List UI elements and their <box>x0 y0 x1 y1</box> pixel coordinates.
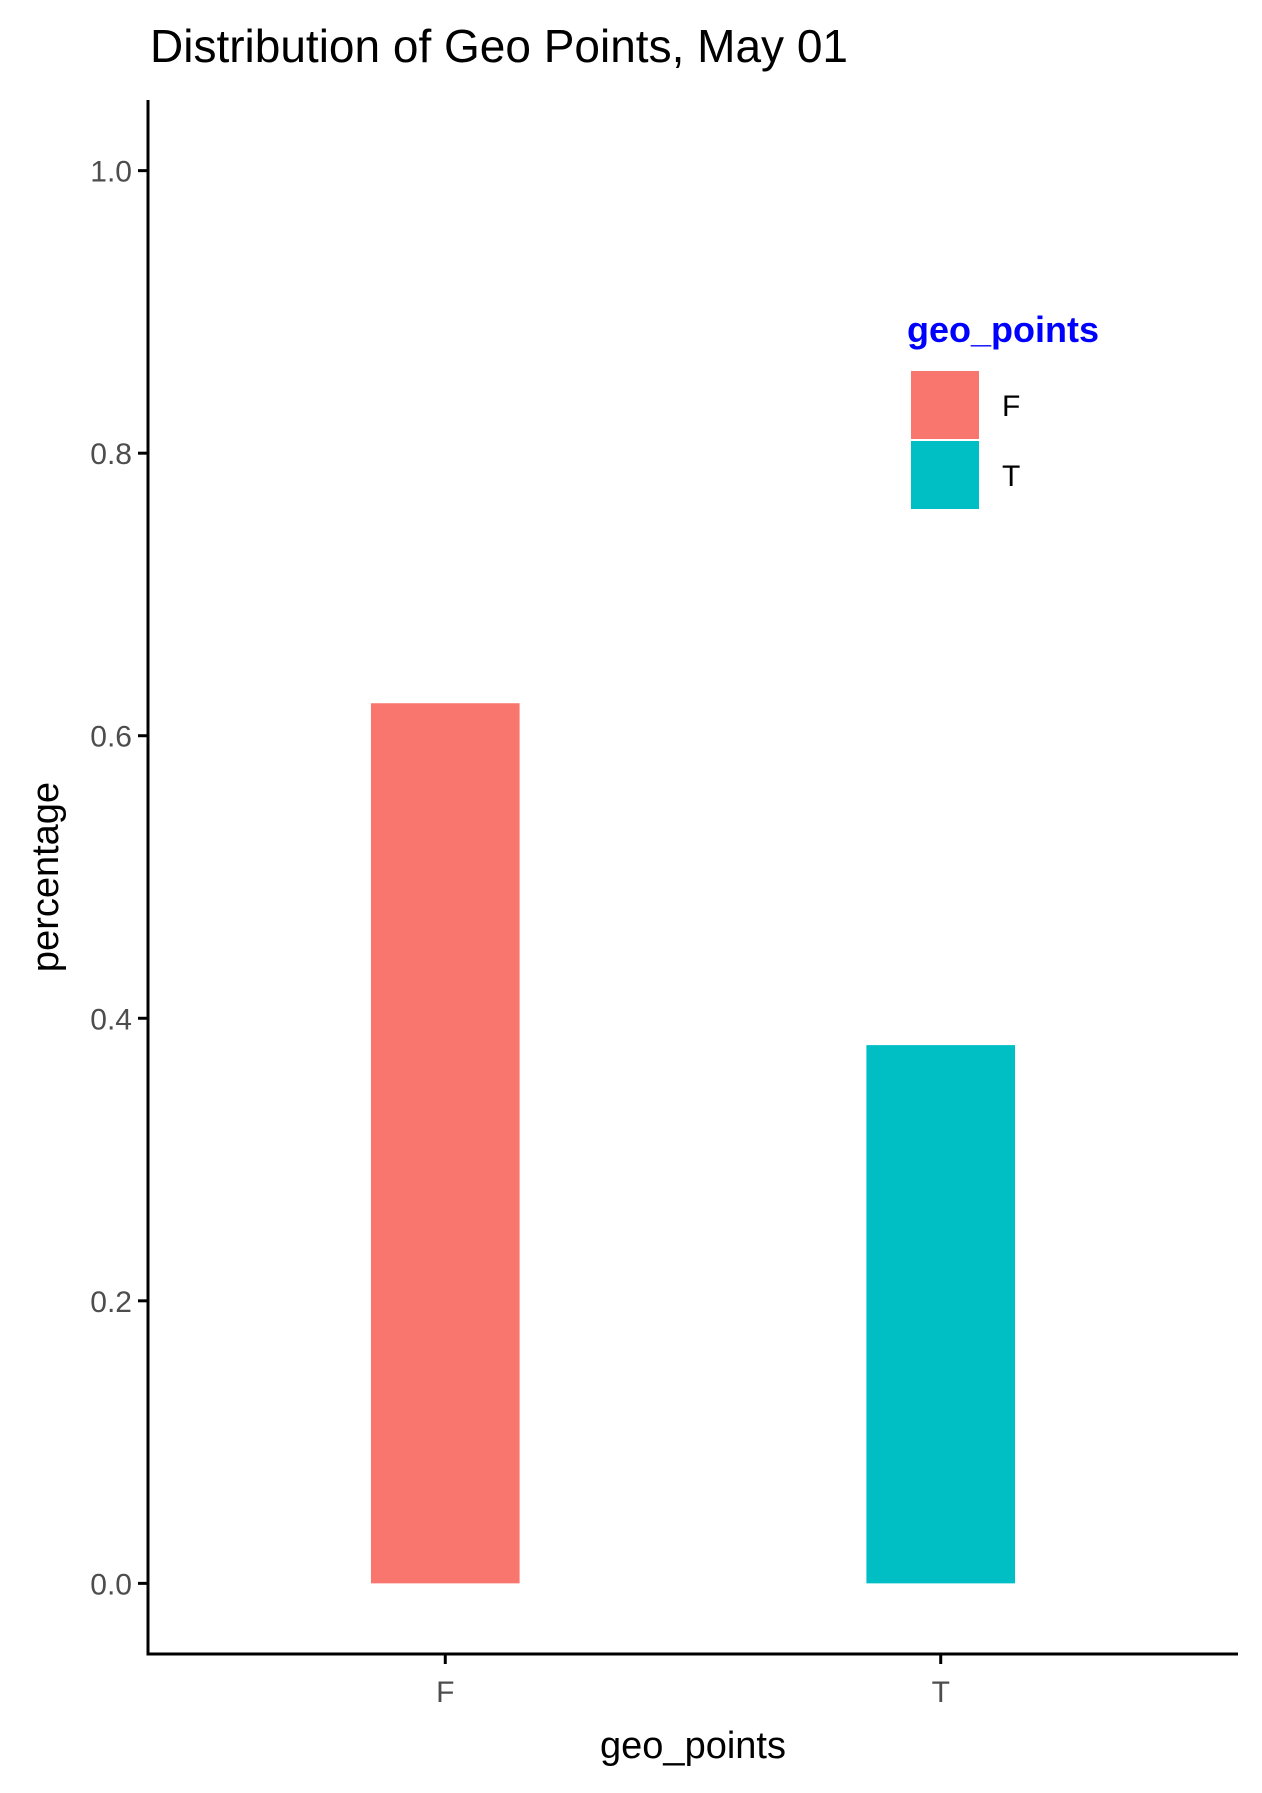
y-axis-title: percentage <box>25 782 67 972</box>
y-axis-ticks: 0.0 0.2 0.4 0.6 0.8 1.0 <box>90 156 148 1601</box>
x-tick-label: F <box>436 1676 454 1709</box>
bar-F <box>370 703 520 1584</box>
bar-T <box>866 1045 1016 1584</box>
y-tick-label: 0.6 <box>90 721 132 754</box>
bars-group <box>370 703 1016 1584</box>
legend-label: T <box>1002 460 1020 493</box>
y-tick-label: 1.0 <box>90 156 132 189</box>
x-axis-title: geo_points <box>600 1725 786 1767</box>
x-tick-label: T <box>932 1676 950 1709</box>
chart-title: Distribution of Geo Points, May 01 <box>150 20 848 72</box>
legend-key-F <box>909 369 981 441</box>
legend: geo_points F T <box>907 309 1099 511</box>
legend-title: geo_points <box>907 309 1099 350</box>
legend-label: F <box>1002 390 1020 423</box>
y-tick-label: 0.4 <box>90 1003 132 1036</box>
legend-key-T <box>909 439 981 511</box>
y-tick-label: 0.8 <box>90 438 132 471</box>
y-tick-label: 0.0 <box>90 1568 132 1601</box>
y-tick-label: 0.2 <box>90 1286 132 1319</box>
